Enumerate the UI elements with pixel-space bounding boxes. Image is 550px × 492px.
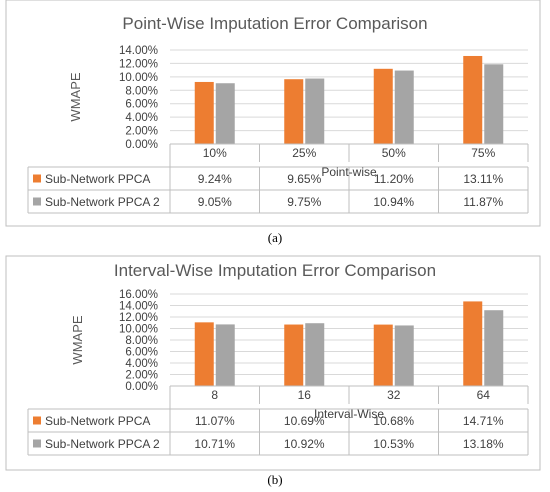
y-tick-label: 16.00% [119,289,158,301]
chart-title: Interval-Wise Imputation Error Compariso… [114,261,436,280]
x-category-label: 32 [387,388,401,402]
y-tick-label: 14.00% [119,45,158,57]
bar-series-2-8 [215,324,235,386]
chart-panel-a: Point-Wise Imputation Error Comparison WM… [5,0,541,227]
y-tick-label: 12.00% [119,312,158,324]
x-category-label: 10% [203,146,227,160]
bar-series-1-25pct [284,79,304,144]
bar-series-2-32 [394,325,414,386]
legend-label-series-1: Sub-Network PPCA [45,414,150,428]
y-axis-label: WMAPE [70,315,85,364]
chart-b-svg: Interval-Wise Imputation Error Compariso… [5,255,541,471]
data-label: 10.92% [284,437,325,451]
chart-frame [5,0,541,227]
bar-series-2-16 [305,323,325,386]
y-tick-label: 0.00% [125,381,158,393]
data-label: 10.71% [194,437,235,451]
bar-series-2-10pct [215,83,235,144]
bar-series-1-64 [463,301,483,386]
bar-series-1-75pct [463,55,483,144]
y-tick-label: 6.00% [125,99,158,111]
legend-label-series-2: Sub-Network PPCA 2 [45,437,160,451]
y-tick-label: 4.00% [125,112,158,124]
y-axis-label: WMAPE [68,72,83,121]
y-tick-label: 6.00% [125,347,158,359]
x-category-label: 64 [477,388,491,402]
chart-title: Point-Wise Imputation Error Comparison [122,14,427,33]
legend-swatch-series-2 [33,197,41,206]
data-label: 9.65% [287,172,321,186]
x-category-label: 25% [292,146,316,160]
x-category-label: 50% [382,146,406,160]
x-category-label: 75% [471,146,495,160]
bar-series-1-50pct [373,68,393,144]
y-tick-label: 10.00% [119,324,158,336]
caption-a: (a) [267,230,283,245]
data-label: 9.75% [287,195,321,209]
y-tick-label: 4.00% [125,358,158,370]
caption-b: (b) [267,472,283,487]
y-tick-label: 8.00% [125,335,158,347]
y-tick-label: 12.00% [119,58,158,70]
bar-series-2-25pct [305,78,325,144]
bar-series-1-32 [373,324,393,386]
data-label: 10.53% [373,437,414,451]
legend-swatch-series-2 [33,439,41,448]
data-label: 10.69% [284,414,325,428]
data-label: 10.68% [373,414,414,428]
data-label: 10.94% [373,195,414,209]
bar-series-2-75pct [484,64,504,144]
y-tick-label: 2.00% [125,370,158,382]
data-label: 9.05% [198,195,232,209]
bar-series-2-64 [484,310,504,386]
data-label: 13.11% [463,172,503,186]
y-tick-label: 0.00% [125,139,158,151]
legend-label-series-2: Sub-Network PPCA 2 [45,195,160,209]
y-tick-label: 2.00% [125,126,158,138]
x-axis-label: Interval-Wise [314,407,384,421]
y-tick-label: 8.00% [125,85,158,97]
y-tick-label: 14.00% [119,301,158,313]
data-label: 13.18% [463,437,504,451]
data-label: 11.20% [374,172,414,186]
data-label: 11.87% [463,195,503,209]
bar-series-1-16 [284,324,304,386]
x-category-label: 8 [211,388,218,402]
x-axis-label: Point-wise [321,165,377,179]
chart-a-svg: Point-Wise Imputation Error Comparison WM… [5,0,541,227]
bar-series-2-50pct [394,70,414,144]
data-label: 14.71% [463,414,504,428]
x-category-label: 16 [298,388,312,402]
data-label: 11.07% [195,414,235,428]
y-tick-label: 10.00% [119,72,158,84]
legend-swatch-series-1 [33,416,41,425]
data-label: 9.24% [198,172,232,186]
legend-label-series-1: Sub-Network PPCA [45,172,150,186]
bar-series-1-10pct [194,81,214,144]
chart-panel-b: Interval-Wise Imputation Error Compariso… [0,254,550,492]
bar-series-1-8 [194,322,214,386]
legend-swatch-series-1 [33,174,41,183]
